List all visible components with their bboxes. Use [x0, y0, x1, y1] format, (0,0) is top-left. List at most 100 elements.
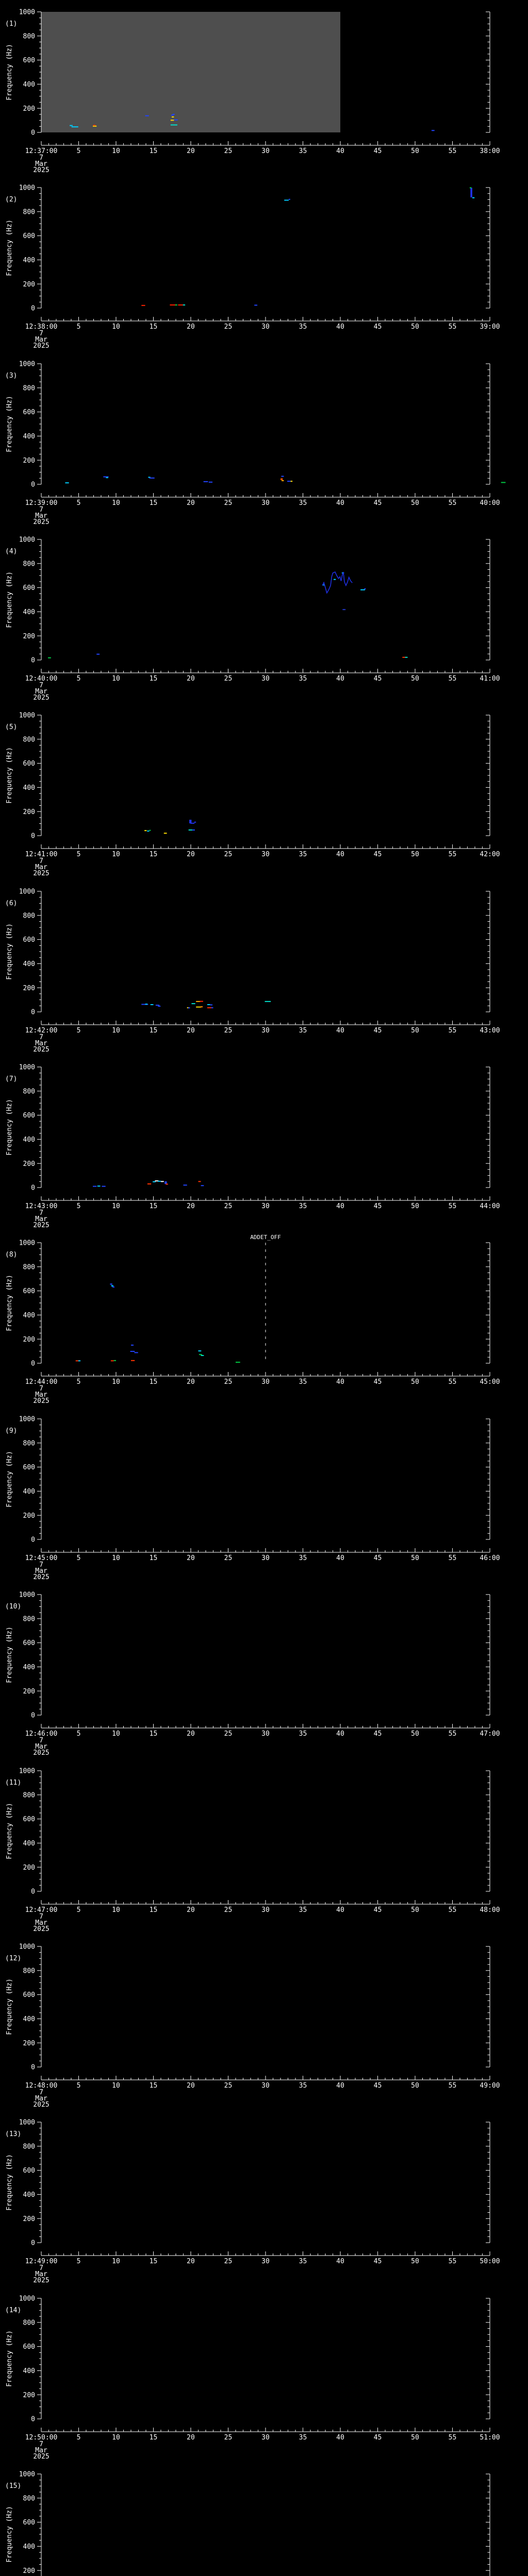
x-end-time-label: 49:00 — [480, 2082, 500, 2090]
y-tick-label: 200 — [23, 633, 35, 640]
event-mark — [141, 1004, 148, 1005]
x-tick-label: 5 — [77, 2082, 81, 2090]
panel-index-label: (15) — [5, 2482, 21, 2490]
x-tick-label: 25 — [224, 323, 233, 331]
y-tick-label: 1000 — [19, 1064, 35, 1072]
y-tick-label: 200 — [23, 1688, 35, 1696]
date-label: 2025 — [33, 166, 49, 174]
event-mark — [150, 1004, 154, 1005]
x-tick-label: 20 — [187, 851, 195, 858]
y-tick-label: 0 — [31, 2064, 35, 2072]
x-tick-label: 55 — [449, 1906, 457, 1914]
event-mark — [102, 1185, 106, 1187]
event-mark — [236, 1362, 240, 1363]
x-tick-label: 50 — [411, 147, 419, 155]
x-tick-label: 20 — [187, 499, 195, 507]
x-tick-label: 25 — [224, 1554, 233, 1562]
x-tick-label: 25 — [224, 2434, 233, 2442]
x-tick-label: 45 — [374, 1202, 382, 1210]
x-tick-label: 40 — [336, 1554, 344, 1562]
panel-background — [0, 2286, 528, 2463]
y-axis-title: Frequency (Hz) — [6, 1626, 13, 1683]
x-tick-label: 35 — [299, 1554, 307, 1562]
event-mark — [141, 304, 145, 306]
x-tick-label: 10 — [112, 2434, 120, 2442]
panel-index-label: (10) — [5, 1603, 21, 1611]
event-mark — [147, 1183, 152, 1184]
event-mark — [48, 657, 51, 658]
event-mark — [200, 1006, 203, 1008]
x-tick-label: 20 — [187, 1027, 195, 1035]
event-mark — [183, 304, 186, 306]
x-tick-label: 25 — [224, 2082, 233, 2090]
event-mark — [201, 1355, 204, 1357]
x-tick-label: 40 — [336, 1378, 344, 1386]
event-mark — [145, 1004, 147, 1005]
panel-background — [0, 1231, 528, 1407]
x-tick-label: 10 — [112, 1378, 120, 1386]
x-start-time-label: 12:39:00 — [25, 499, 58, 507]
x-tick-label: 40 — [336, 1027, 344, 1035]
x-tick-label: 40 — [336, 2258, 344, 2265]
x-tick-label: 50 — [411, 675, 419, 683]
event-mark — [110, 1360, 114, 1362]
x-tick-label: 20 — [187, 1378, 195, 1386]
x-tick-label: 10 — [112, 499, 120, 507]
x-tick-label: 55 — [449, 2082, 457, 2090]
event-mark — [189, 820, 192, 824]
x-tick-label: 45 — [374, 323, 382, 331]
y-tick-label: 600 — [23, 760, 35, 768]
date-label: 2025 — [33, 518, 49, 526]
event-mark — [149, 829, 151, 831]
event-mark — [288, 198, 290, 200]
event-mark — [112, 1286, 115, 1288]
y-tick-label: 800 — [23, 2495, 35, 2502]
x-tick-label: 25 — [224, 1730, 233, 1738]
x-tick-label: 50 — [411, 2434, 419, 2442]
event-mark — [470, 188, 472, 198]
y-tick-label: 800 — [23, 384, 35, 392]
x-tick-label: 15 — [150, 1027, 158, 1035]
event-mark — [287, 481, 291, 482]
x-tick-label: 55 — [449, 1027, 457, 1035]
event-mark — [200, 1001, 203, 1002]
x-tick-label: 15 — [150, 2082, 158, 2090]
date-label: Mar — [35, 336, 47, 344]
y-axis-title: Frequency (Hz) — [6, 571, 13, 628]
panel-background — [0, 703, 528, 879]
date-label: 2025 — [33, 2277, 49, 2284]
event-mark — [342, 609, 346, 611]
x-tick-label: 55 — [449, 1730, 457, 1738]
date-label: 2025 — [33, 870, 49, 877]
y-tick-label: 400 — [23, 608, 35, 616]
event-mark — [97, 1185, 101, 1187]
event-mark — [194, 821, 196, 823]
x-tick-label: 5 — [77, 1906, 81, 1914]
x-tick-label: 45 — [374, 1027, 382, 1035]
x-tick-label: 30 — [261, 1906, 270, 1914]
event-mark — [196, 1006, 202, 1008]
date-label: Mar — [35, 1215, 47, 1223]
y-tick-label: 400 — [23, 2015, 35, 2023]
x-end-time-label: 43:00 — [480, 1027, 500, 1035]
x-tick-label: 15 — [150, 2434, 158, 2442]
x-end-time-label: 45:00 — [480, 1378, 500, 1386]
event-mark — [198, 1181, 201, 1182]
panel-index-label: (6) — [5, 900, 17, 907]
y-tick-label: 200 — [23, 808, 35, 816]
x-tick-label: 55 — [449, 1378, 457, 1386]
x-tick-label: 50 — [411, 851, 419, 858]
panel-background — [0, 1583, 528, 1759]
x-end-time-label: 42:00 — [480, 851, 500, 858]
date-label: 7 — [39, 1737, 43, 1744]
event-mark — [207, 1004, 210, 1005]
x-tick-label: 55 — [449, 675, 457, 683]
x-tick-label: 35 — [299, 675, 307, 683]
x-tick-label: 55 — [449, 323, 457, 331]
event-mark — [70, 125, 73, 126]
date-label: 7 — [39, 1209, 43, 1217]
x-tick-label: 15 — [150, 147, 158, 155]
panel-index-label: (9) — [5, 1427, 17, 1435]
y-tick-label: 200 — [23, 1160, 35, 1168]
